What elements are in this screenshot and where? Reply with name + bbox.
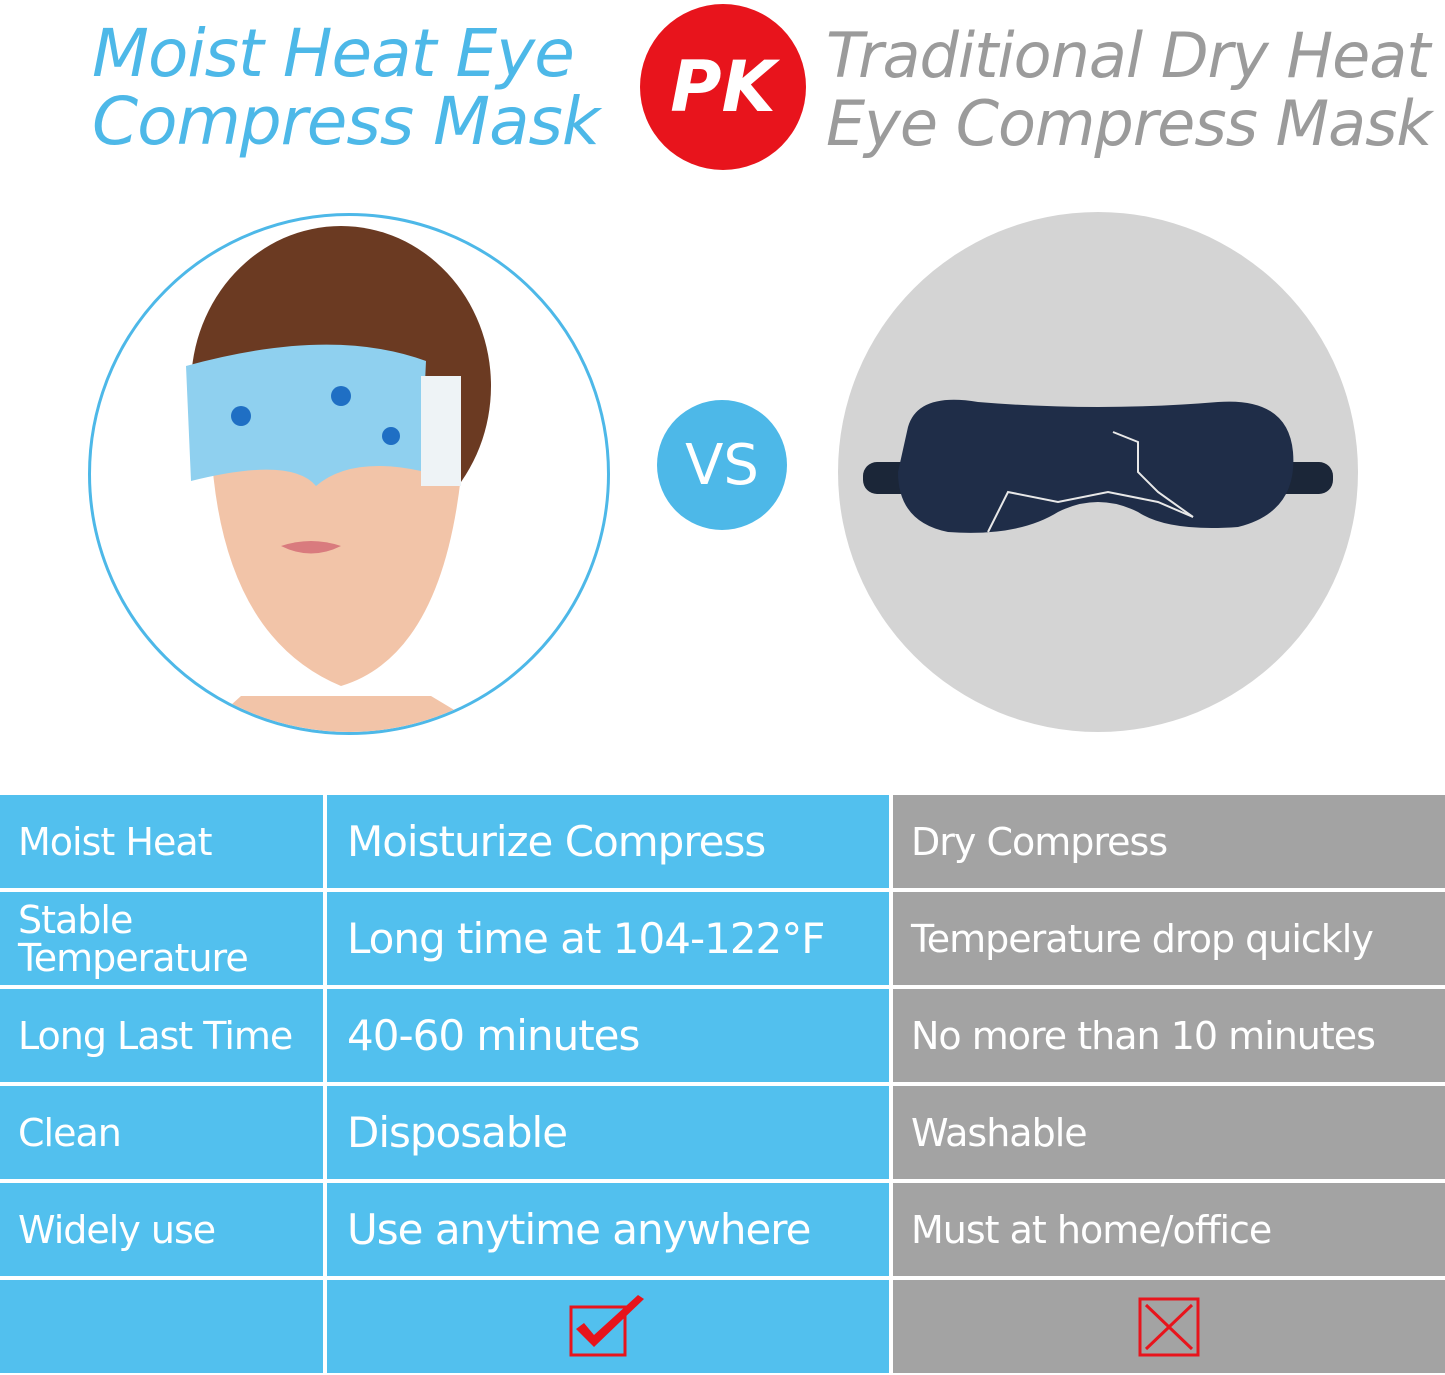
title-line: Traditional Dry Heat [826,19,1431,92]
moist-cell: 40-60 minutes [327,989,889,1082]
moist-cell: Moisturize Compress [327,795,889,888]
pk-badge: PK [640,4,806,170]
silk-eye-mask-image [838,212,1358,732]
feature-cell: Moist Heat [0,795,323,888]
title-line: Moist Heat Eye [92,15,575,92]
dry-cell: Dry Compress [893,795,1445,888]
result-feature-cell [0,1280,323,1373]
checkmark-icon [569,1294,644,1356]
dry-cell: Temperature drop quickly [893,892,1445,985]
dry-result-cell [893,1280,1445,1373]
moist-mask-title: Moist Heat Eye Compress Mask [92,15,600,160]
feature-cell: Long Last Time [0,989,323,1082]
x-mark-icon [1138,1297,1200,1356]
feature-cell: Clean [0,1086,323,1179]
woman-wearing-mask-image [88,213,610,735]
moist-cell: Use anytime anywhere [327,1183,889,1276]
moist-cell: Long time at 104-122°F [327,892,889,985]
dry-mask-title: Traditional Dry Heat Eye Compress Mask [826,19,1432,160]
title-line: Compress Mask [92,83,600,160]
dry-cell: No more than 10 minutes [893,989,1445,1082]
moist-cell: Disposable [327,1086,889,1179]
comparison-table: Moist Heat Moisturize Compress Dry Compr… [0,795,1445,1373]
dry-cell: Must at home/office [893,1183,1445,1276]
feature-cell: Stable Temperature [0,892,323,985]
feature-cell: Widely use [0,1183,323,1276]
title-line: Eye Compress Mask [826,87,1432,160]
dry-cell: Washable [893,1086,1445,1179]
vs-badge: VS [657,400,787,530]
moist-result-cell [327,1280,889,1373]
